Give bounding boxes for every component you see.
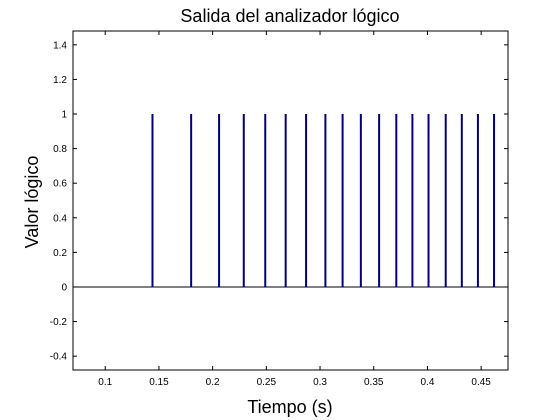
y-tick-label: 0.4 bbox=[53, 213, 67, 224]
chart-title: Salida del analizador lógico bbox=[180, 6, 399, 26]
y-tick-label: 1.4 bbox=[53, 40, 67, 51]
x-tick-label: 0.15 bbox=[149, 377, 169, 388]
y-tick-label: 0.6 bbox=[53, 179, 67, 190]
x-tick-label: 0.45 bbox=[471, 377, 491, 388]
plot-area bbox=[73, 31, 508, 370]
y-tick-label: 0 bbox=[61, 282, 67, 293]
y-tick-label: 1 bbox=[61, 110, 67, 121]
x-tick-label: 0.4 bbox=[420, 377, 434, 388]
y-tick-label: 1.2 bbox=[53, 75, 67, 86]
x-tick-label: 0.1 bbox=[98, 377, 112, 388]
plot-frame bbox=[72, 30, 509, 371]
x-tick-label: 0.35 bbox=[364, 377, 384, 388]
ticks-group: 0.1 0.15 0.2 0.25 0.3 0.35 0.4 0.45 -0.4 -0.2 0 0.2… bbox=[50, 31, 508, 388]
y-tick-label: 0.8 bbox=[53, 144, 67, 155]
x-tick-label: 0.25 bbox=[257, 377, 277, 388]
y-tick-label: 0.2 bbox=[53, 248, 67, 259]
x-tick-label: 0.3 bbox=[313, 377, 327, 388]
y-tick-label: -0.2 bbox=[50, 317, 68, 328]
x-tick-label: 0.2 bbox=[206, 377, 220, 388]
y-tick-label: -0.4 bbox=[50, 352, 68, 363]
x-axis-label: Tiempo (s) bbox=[247, 397, 332, 417]
y-axis-label: Valor lógico bbox=[22, 156, 42, 249]
stems-group bbox=[151, 114, 496, 287]
